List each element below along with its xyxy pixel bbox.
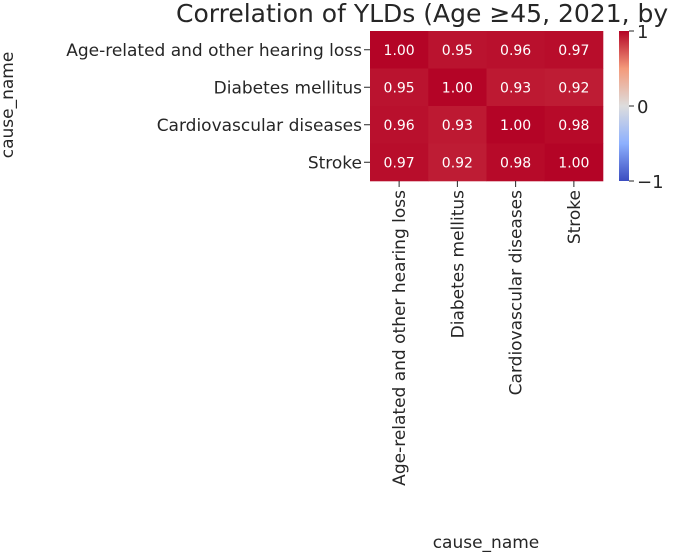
cell-value-label: 1.00 xyxy=(558,155,589,171)
cell-value-label: 0.93 xyxy=(500,80,531,96)
x-axis-label: cause_name xyxy=(433,533,540,553)
colorbar xyxy=(619,31,629,181)
cell-value-label: 0.98 xyxy=(558,118,589,134)
heatmap-cell xyxy=(486,143,546,182)
heatmap-cells xyxy=(370,31,604,182)
heatmap-cell xyxy=(486,31,546,69)
cell-value-label: 0.98 xyxy=(500,155,531,171)
x-tick-label-age-related-and-other-hearing-loss: Age-related and other hearing loss xyxy=(390,190,410,486)
heatmap-cell xyxy=(544,143,604,182)
colorbar-tick-label: −1 xyxy=(637,172,664,193)
cell-value-label: 0.97 xyxy=(384,155,415,171)
heatmap-cell xyxy=(428,143,487,182)
y-tick-labels: Age-related and other hearing loss Diabet… xyxy=(66,41,370,173)
cell-value-label: 1.00 xyxy=(442,80,473,96)
y-tick-label-diabetes-mellitus: Diabetes mellitus xyxy=(214,78,362,98)
cell-value-label: 0.95 xyxy=(442,43,473,59)
y-tick-label-stroke: Stroke xyxy=(308,153,362,173)
x-tick-label-cardiovascular-diseases: Cardiovascular diseases xyxy=(507,190,527,395)
y-tick-label-cardiovascular-diseases: Cardiovascular diseases xyxy=(157,116,362,136)
heatmap-cell xyxy=(370,143,429,182)
heatmap-cell xyxy=(428,68,487,107)
cell-value-label: 0.92 xyxy=(442,155,473,171)
heatmap-cell-labels: 1.00 0.95 0.96 0.97 0.95 1.00 0.93 0.92 0.96 0.93… xyxy=(384,43,590,172)
heatmap-cell xyxy=(544,106,604,144)
x-tick-label-stroke: Stroke xyxy=(565,190,585,244)
cell-value-label: 1.00 xyxy=(500,118,531,134)
x-tick-label-diabetes-mellitus: Diabetes mellitus xyxy=(448,190,468,338)
cell-value-label: 0.96 xyxy=(384,118,415,134)
colorbar-ticks: 1 0 −1 xyxy=(629,22,664,193)
heatmap-cell xyxy=(370,31,429,69)
heatmap-cell xyxy=(370,106,429,144)
cell-value-label: 0.95 xyxy=(384,80,415,96)
heatmap-cell xyxy=(428,106,487,144)
heatmap-cell xyxy=(428,31,487,69)
heatmap-cell xyxy=(544,31,604,69)
heatmap-cell xyxy=(486,68,546,107)
cell-value-label: 0.92 xyxy=(558,80,589,96)
x-tick-labels: Age-related and other hearing loss Diabet… xyxy=(390,181,585,486)
chart-title: Correlation of YLDs (Age ≥45, 2021, by xyxy=(176,0,668,28)
y-tick-label-age-related-and-other-hearing-loss: Age-related and other hearing loss xyxy=(66,41,362,61)
heatmap-cell xyxy=(544,68,604,107)
cell-value-label: 0.96 xyxy=(500,43,531,59)
heatmap-cell xyxy=(370,68,429,107)
heatmap-cell xyxy=(486,106,546,144)
cell-value-label: 1.00 xyxy=(384,43,415,59)
colorbar-tick-label: 0 xyxy=(637,97,648,118)
cell-value-label: 0.97 xyxy=(558,43,589,59)
cell-value-label: 0.93 xyxy=(442,118,473,134)
colorbar-tick-label: 1 xyxy=(637,22,648,43)
y-axis-label: cause_name xyxy=(0,52,18,159)
